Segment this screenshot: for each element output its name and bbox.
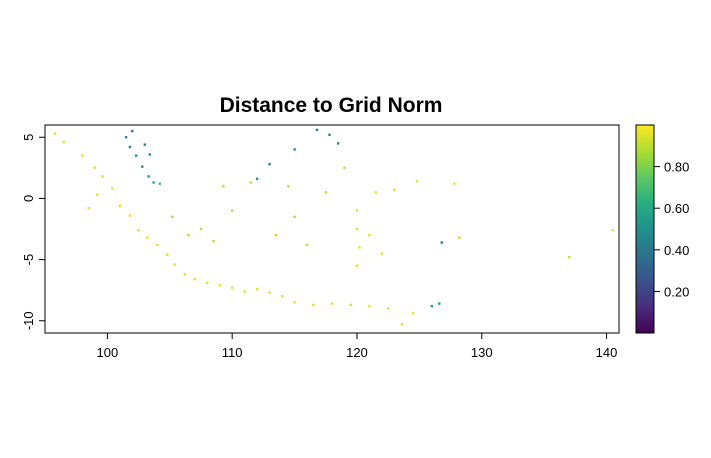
x-tick-label: 130 — [471, 345, 493, 360]
raster-cell — [147, 175, 150, 178]
raster-cell — [206, 281, 209, 284]
raster-cell — [440, 241, 443, 244]
y-tick-label: -10 — [21, 311, 36, 330]
raster-cell — [293, 148, 296, 151]
raster-cell — [131, 129, 134, 133]
chart-title: Distance to Grid Norm — [220, 94, 443, 117]
raster-cell — [293, 215, 296, 218]
raster-cell — [193, 278, 196, 281]
raster-cell — [355, 209, 359, 212]
raster-cell — [111, 187, 114, 190]
raster-cell — [173, 263, 176, 266]
raster-cell — [324, 191, 327, 194]
raster-cell — [87, 207, 90, 210]
colorbar-tick-label: 0.60 — [664, 201, 689, 216]
colorbar-tick-label: 0.20 — [664, 284, 689, 299]
raster-cell — [280, 295, 284, 298]
raster-cell — [415, 180, 419, 183]
raster-cell — [93, 166, 97, 169]
x-tick-label: 120 — [346, 345, 368, 360]
raster-cell — [453, 182, 456, 185]
raster-cell — [166, 253, 169, 256]
raster-cell — [243, 290, 246, 293]
raster-cell — [255, 287, 259, 291]
raster-cell — [387, 307, 390, 310]
raster-cell — [293, 301, 296, 304]
raster-cell — [158, 182, 161, 185]
raster-cell — [183, 273, 186, 276]
raster-cell — [430, 304, 433, 308]
plot-frame — [44, 124, 620, 334]
x-axis: 100 110 120 130 140 — [97, 333, 618, 360]
raster-cell — [355, 227, 359, 231]
raster-cell — [337, 142, 340, 145]
raster-cell — [171, 215, 174, 218]
raster-cell — [400, 323, 404, 326]
raster-cell — [567, 255, 571, 259]
raster-cell — [312, 303, 315, 307]
y-axis: 5 0 -5 -10 — [21, 134, 45, 330]
raster-cell — [458, 236, 461, 239]
y-tick-label: 0 — [21, 195, 36, 202]
raster-cell — [249, 181, 253, 184]
raster-cell — [53, 132, 57, 135]
raster-cell — [222, 185, 225, 188]
raster-cell — [231, 286, 234, 289]
x-tick-label: 110 — [222, 345, 243, 360]
raster-cell — [152, 181, 155, 184]
raster-cell — [118, 204, 122, 207]
raster-cell — [148, 153, 151, 156]
raster-cell — [343, 166, 346, 169]
raster-cell — [438, 302, 441, 305]
raster-cell — [187, 233, 190, 237]
raster-cell — [355, 264, 359, 267]
raster-cell — [134, 154, 138, 157]
raster-cell — [141, 165, 144, 168]
raster-cell — [143, 143, 146, 146]
raster-cell — [255, 177, 259, 180]
raster-cell — [315, 128, 319, 132]
raster-cell — [124, 136, 128, 139]
raster-cell — [218, 284, 221, 287]
raster-cell — [305, 243, 309, 247]
raster-cell — [212, 240, 215, 243]
raster-cell — [146, 236, 149, 239]
colorbar-tick-label: 0.80 — [664, 160, 689, 175]
raster-cell — [368, 304, 371, 308]
raster-cell — [380, 252, 384, 255]
raster-cell — [128, 145, 132, 149]
y-tick-label: 5 — [21, 134, 36, 141]
raster-cell — [411, 312, 415, 315]
x-tick-label: 100 — [97, 345, 119, 360]
raster-cell — [330, 302, 334, 305]
colorbar — [635, 124, 655, 334]
raster-cell — [231, 209, 234, 212]
raster-cell — [101, 175, 104, 178]
raster-cell — [368, 233, 371, 237]
raster-cells — [53, 128, 614, 326]
y-tick-label: -5 — [21, 254, 36, 266]
raster-cell — [137, 229, 140, 232]
raster-cell — [81, 154, 84, 157]
colorbar-ticks: 0.20 0.40 0.60 0.80 — [654, 160, 689, 299]
raster-cell — [62, 140, 65, 144]
raster-cell — [349, 303, 352, 307]
x-tick-label: 140 — [596, 345, 618, 360]
raster-cell — [393, 188, 396, 191]
raster-cell — [611, 229, 614, 232]
raster-cell — [328, 133, 331, 136]
raster-cell — [358, 246, 361, 249]
raster-cell — [156, 243, 159, 247]
raster-cell — [374, 191, 377, 194]
raster-cell — [96, 193, 99, 196]
raster-cell — [199, 227, 203, 231]
colorbar-tick-label: 0.40 — [664, 243, 689, 258]
raster-cell — [274, 233, 277, 237]
raster-cell — [268, 163, 271, 166]
raster-cell — [287, 185, 290, 188]
raster-cell — [128, 214, 132, 217]
raster-cell — [268, 291, 271, 294]
